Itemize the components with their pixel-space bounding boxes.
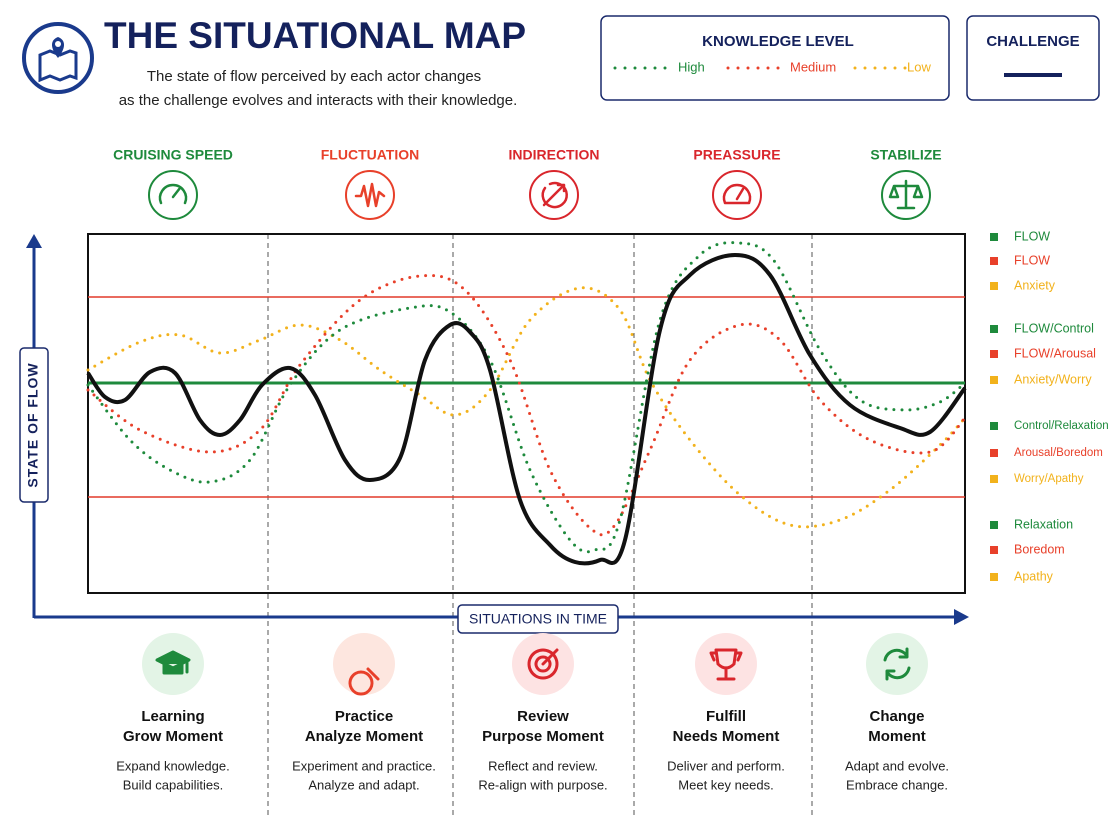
moment-title: Practice: [335, 708, 393, 725]
legend-swatch: [990, 376, 998, 384]
moment-glyph: [709, 648, 743, 681]
phase-glyph: [888, 179, 924, 210]
knowledge-box: [600, 15, 950, 101]
moment-glyph: [883, 647, 911, 681]
legend-swatch: [990, 282, 998, 290]
moment-description: Deliver and perform.: [667, 758, 785, 773]
legend-label: Anxiety/Worry: [1014, 372, 1092, 386]
chart-frame: [87, 233, 966, 594]
legend-label: High: [678, 59, 705, 74]
legend-label: Boredom: [1014, 542, 1065, 556]
legend-swatch: [990, 475, 998, 483]
phase-label: INDIRECTION: [509, 147, 600, 163]
logo: [22, 22, 94, 94]
legend-label: Low: [907, 59, 931, 74]
phase-label: FLUCTUATION: [321, 147, 420, 163]
phase-glyph: [158, 183, 188, 205]
legend-swatch: [990, 521, 998, 529]
phase-glyph: [354, 182, 386, 208]
legend: FLOW FLOW Anxiety FLOW/Control FLOW/Arousal A…: [990, 229, 1109, 583]
moment-title: Fulfill: [706, 708, 746, 725]
moment-title: Change: [869, 708, 924, 725]
phases: CRUISING SPEED FLUCTUATION INDIRECTION PREA…: [113, 147, 942, 220]
moment-glyph: [527, 648, 559, 680]
legend-swatch: [990, 573, 998, 581]
y-label-box: [19, 347, 49, 503]
phase-icon: [712, 170, 762, 220]
phase-label: STABILIZE: [870, 147, 941, 163]
legend-label: Anxiety: [1014, 278, 1056, 292]
dividers: [267, 234, 813, 815]
moment-description: Embrace change.: [846, 777, 948, 792]
legend-label: FLOW: [1014, 229, 1050, 243]
legend-label: FLOW: [1014, 253, 1050, 267]
knowledge-title: KNOWLEDGE LEVEL: [702, 33, 854, 50]
legend-label: Arousal/Boredom: [1014, 447, 1103, 459]
legend-swatch: [990, 325, 998, 333]
legend-label: FLOW/Arousal: [1014, 346, 1096, 360]
phase-label: PREASSURE: [693, 147, 780, 163]
moment-title: Review: [517, 708, 569, 725]
moment-description: Adapt and evolve.: [845, 758, 949, 773]
x-label-box: [457, 604, 619, 634]
subtitle: The state of flow perceived by each acto…: [147, 68, 481, 85]
moment-title: Moment: [868, 728, 926, 745]
challenge-title: CHALLENGE: [986, 33, 1079, 50]
moments: Learning Grow Moment Expand knowledge. Buil…: [116, 633, 949, 792]
moment-glyph: [348, 667, 380, 696]
moment-icon: [695, 633, 757, 695]
moment-icon: [333, 633, 395, 695]
x-arrow: [954, 609, 969, 625]
phase-glyph: [541, 181, 568, 209]
legend-label: Apathy: [1014, 569, 1054, 583]
legend-swatch: [990, 422, 998, 430]
legend-label: Relaxation: [1014, 517, 1073, 531]
y-arrow: [26, 234, 42, 248]
legend-label: Medium: [790, 59, 836, 74]
legend-label: FLOW/Control: [1014, 321, 1094, 335]
knowledge-curve: [86, 274, 967, 537]
challenge-curve: [86, 253, 967, 566]
knowledge-curve: [86, 286, 967, 529]
title: THE SITUATIONAL MAP: [104, 15, 526, 56]
moment-description: Expand knowledge.: [116, 758, 229, 773]
legend-swatch: [990, 546, 998, 554]
subtitle: as the challenge evolves and interacts w…: [119, 92, 518, 109]
legend-label: Worry/Apathy: [1014, 473, 1084, 485]
legend-label: Control/Relaxation: [1014, 420, 1109, 432]
moment-description: Analyze and adapt.: [308, 777, 419, 792]
moment-description: Re-align with purpose.: [478, 777, 607, 792]
knowledge-curve: [86, 241, 967, 554]
moment-title: Needs Moment: [673, 728, 780, 745]
moment-description: Build capabilities.: [123, 777, 223, 792]
phase-label: CRUISING SPEED: [113, 147, 233, 163]
moment-title: Grow Moment: [123, 728, 223, 745]
moment-icon: [866, 633, 928, 695]
legend-swatch: [990, 350, 998, 358]
moment-title: Learning: [141, 708, 204, 725]
knowledge-legend: High Medium Low: [613, 59, 931, 74]
moment-description: Meet key needs.: [678, 777, 773, 792]
x-label: SITUATIONS IN TIME: [469, 611, 607, 627]
moment-glyph: [155, 650, 191, 675]
moment-description: Reflect and review.: [488, 758, 598, 773]
challenge-box: [966, 15, 1100, 101]
curves: [86, 241, 967, 566]
legend-swatch: [990, 233, 998, 241]
moment-title: Purpose Moment: [482, 728, 604, 745]
legend-swatch: [990, 257, 998, 265]
legend-swatch: [990, 449, 998, 457]
y-label: STATE OF FLOW: [25, 362, 41, 487]
phase-glyph: [722, 183, 752, 205]
moment-description: Experiment and practice.: [292, 758, 436, 773]
moment-title: Analyze Moment: [305, 728, 423, 745]
